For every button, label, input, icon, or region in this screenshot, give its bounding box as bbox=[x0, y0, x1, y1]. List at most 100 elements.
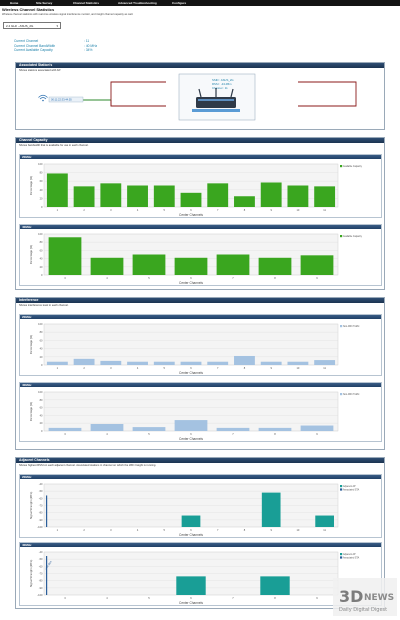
x-tick-label: 5 bbox=[148, 276, 150, 280]
bar[interactable] bbox=[90, 424, 124, 432]
bar[interactable] bbox=[132, 427, 166, 432]
x-tick-label: 9 bbox=[270, 366, 272, 370]
y-tick-label: 60 bbox=[40, 180, 43, 184]
legend-swatch bbox=[340, 488, 343, 491]
bar[interactable] bbox=[180, 362, 202, 366]
y-tick-label: 20 bbox=[40, 265, 43, 269]
bar[interactable] bbox=[48, 237, 82, 276]
x-axis-label: Center Channels bbox=[179, 533, 203, 537]
bar[interactable] bbox=[46, 495, 48, 528]
x-tick-label: 7 bbox=[217, 528, 219, 532]
y-tick-label: 0 bbox=[41, 205, 43, 209]
band-select[interactable]: 2.4 GHz - ASUS_2G ▾ bbox=[3, 22, 61, 29]
bar[interactable] bbox=[300, 255, 334, 276]
wifi-station-icon bbox=[38, 95, 48, 102]
bar[interactable] bbox=[180, 193, 202, 208]
bar[interactable] bbox=[127, 185, 148, 208]
bar[interactable] bbox=[73, 186, 95, 208]
legend-label: Adjacent AP bbox=[343, 485, 356, 488]
bar[interactable] bbox=[153, 185, 175, 208]
nav-home[interactable]: Home bbox=[10, 1, 19, 6]
bar[interactable] bbox=[261, 492, 281, 528]
nav-site-survey[interactable]: Site Survey bbox=[36, 1, 53, 6]
associated-stations-header: Associated Station's bbox=[16, 63, 384, 68]
x-tick-label: 4 bbox=[137, 528, 139, 532]
bar[interactable] bbox=[174, 258, 208, 276]
associated-stations-section: Associated Station's Shows stations asso… bbox=[15, 62, 385, 130]
bar[interactable] bbox=[46, 173, 68, 208]
x-tick-label: 5 bbox=[164, 528, 166, 532]
bar[interactable] bbox=[207, 362, 229, 366]
bar[interactable] bbox=[100, 183, 122, 208]
interference-40mhz-title: 40MHz bbox=[20, 383, 381, 388]
bar[interactable] bbox=[234, 196, 255, 208]
page-header: Wireless Channel Statistics Wireless cha… bbox=[2, 7, 392, 16]
nav-channel-statistics[interactable]: Channel Statistics bbox=[73, 1, 100, 6]
adjacent-channels-desc: Shows highest RSSI on each adjacent chan… bbox=[19, 463, 157, 467]
bar[interactable] bbox=[300, 425, 334, 432]
bar[interactable] bbox=[287, 185, 309, 208]
nav-advanced-troubleshooting[interactable]: Advanced Troubleshooting bbox=[118, 1, 157, 6]
bar[interactable] bbox=[181, 515, 201, 528]
router-card[interactable]: SSID : ASUS_2G RSSI : -34 dBm Channel : … bbox=[166, 73, 298, 121]
bar[interactable] bbox=[258, 258, 292, 276]
x-tick-label: 3 bbox=[110, 366, 112, 370]
current-channel: Current Channel: 11 bbox=[14, 39, 90, 43]
bar[interactable] bbox=[100, 361, 122, 366]
bar[interactable] bbox=[260, 182, 282, 208]
y-tick-label: 60 bbox=[40, 249, 43, 253]
y-tick-label: 40 bbox=[40, 257, 43, 261]
3dnews-logo: 3D NEWS Daily Digital Digest bbox=[333, 578, 397, 616]
current-bandwidth: Current Channel BandWidth: 40 MHz bbox=[14, 43, 98, 48]
bar[interactable] bbox=[216, 428, 250, 432]
x-tick-label: 8 bbox=[274, 276, 276, 280]
y-tick-label: 100 bbox=[38, 322, 43, 326]
y-tick-label: -80 bbox=[39, 579, 43, 583]
x-tick-label: 10 bbox=[296, 208, 299, 212]
x-tick-label: 5 bbox=[164, 208, 166, 212]
bar[interactable] bbox=[314, 360, 336, 366]
bar[interactable] bbox=[48, 428, 82, 432]
x-tick-label: 8 bbox=[244, 528, 246, 532]
interference-20mhz-chart: 100 80 60 40 20 0 Percentage (%) Center Channel… bbox=[29, 322, 360, 375]
x-tick-label: 10 bbox=[296, 528, 299, 532]
router-icon bbox=[192, 88, 240, 113]
bar[interactable] bbox=[287, 362, 309, 366]
bar[interactable] bbox=[46, 362, 68, 366]
bar[interactable] bbox=[258, 428, 292, 432]
bar[interactable] bbox=[216, 254, 250, 276]
x-tick-label: 2 bbox=[83, 366, 85, 370]
chevron-down-icon: ▾ bbox=[56, 23, 58, 28]
bar[interactable] bbox=[207, 183, 229, 208]
svg-text:Daily Digital Digest: Daily Digital Digest bbox=[339, 607, 387, 613]
channel-stats: Current Channel: 11 Current Channel Band… bbox=[14, 39, 98, 53]
x-tick-label: 6 bbox=[190, 366, 192, 370]
bar[interactable] bbox=[260, 576, 290, 596]
bar[interactable] bbox=[132, 254, 166, 276]
adjacent-channels-section: Adjacent Channels Shows highest RSSI on … bbox=[15, 457, 385, 609]
bar[interactable] bbox=[314, 186, 336, 208]
y-tick-label: -50 bbox=[39, 490, 43, 494]
bar[interactable] bbox=[73, 359, 95, 366]
page-subtitle: Wireless channel statistics with real-ti… bbox=[2, 12, 134, 16]
bar[interactable] bbox=[315, 515, 334, 528]
bar[interactable] bbox=[127, 362, 148, 366]
ap-channel: Channel : 11 bbox=[212, 86, 228, 90]
y-tick-label: -60 bbox=[39, 565, 43, 569]
y-axis-label: Percentage (%) bbox=[29, 335, 33, 355]
y-tick-label: -40 bbox=[39, 482, 43, 486]
bar[interactable] bbox=[174, 420, 208, 432]
bar[interactable] bbox=[260, 362, 282, 366]
x-tick-label: 5 bbox=[148, 432, 150, 436]
channel-capacity-header: Channel Capacity bbox=[16, 138, 384, 143]
bar[interactable] bbox=[234, 356, 255, 366]
adjacent-40mhz-panel: 40MHz -40 -50 -60 -70 -80 -90 -100 Signal Stren… bbox=[19, 542, 382, 606]
bar[interactable] bbox=[153, 362, 175, 366]
capacity-20mhz-title: 20MHz bbox=[20, 155, 381, 160]
y-tick-label: 20 bbox=[40, 422, 43, 426]
bar[interactable] bbox=[176, 576, 206, 596]
nav-configure[interactable]: Configure bbox=[172, 1, 187, 6]
interference-40mhz-panel: 40MHz 100 80 60 40 20 0 Percentage (%) Center C… bbox=[19, 382, 382, 442]
bar[interactable] bbox=[90, 258, 124, 276]
y-tick-label: 20 bbox=[40, 197, 43, 201]
